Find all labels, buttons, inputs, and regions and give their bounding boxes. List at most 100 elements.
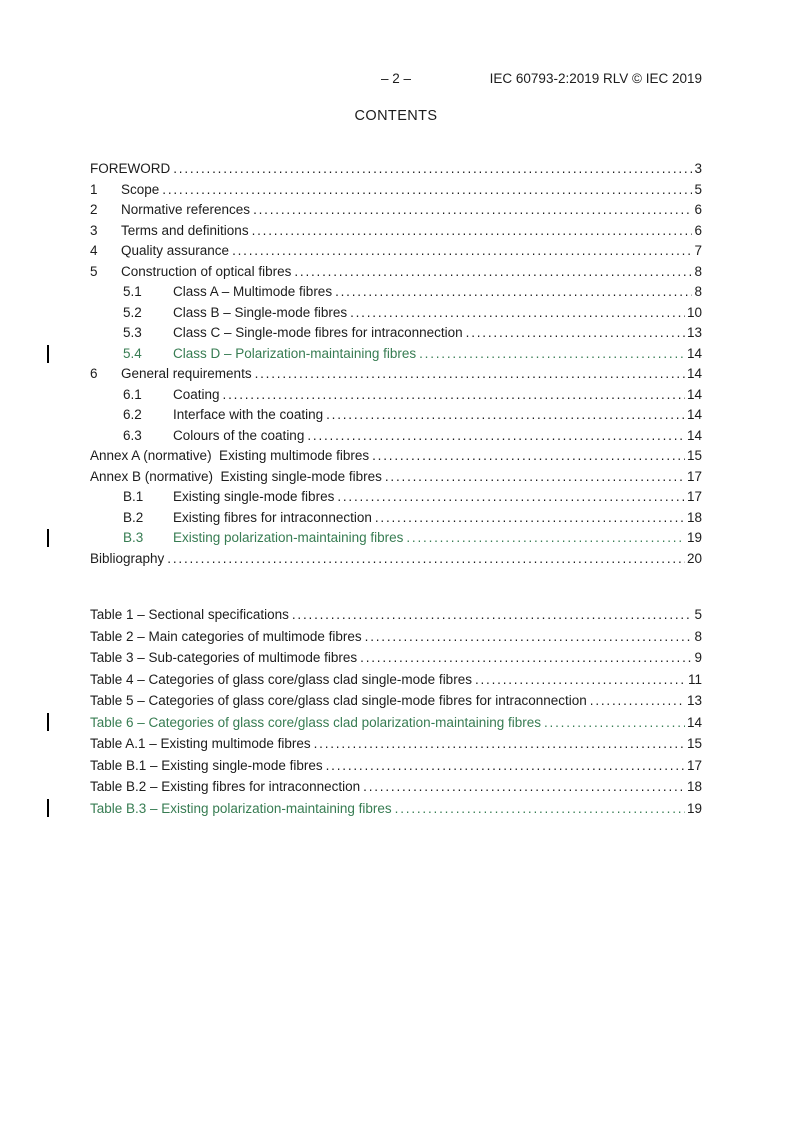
toc-entry-title: Annex B (normative) Existing single-mode…	[90, 468, 382, 484]
toc-entry: Annex B (normative) Existing single-mode…	[90, 467, 702, 488]
toc-entry: 6 General requirements 14	[90, 364, 702, 385]
toc-entry: 6.2 Interface with the coating 14	[90, 405, 702, 426]
toc-entry: B.2 Existing fibres for intraconnection …	[90, 508, 702, 529]
toc-entry: Table B.2 – Existing fibres for intracon…	[90, 776, 702, 798]
dot-leader	[350, 303, 685, 324]
toc-entry: Annex A (normative) Existing multimode f…	[90, 446, 702, 467]
toc-entry-title: Existing single-mode fibres	[173, 489, 335, 504]
toc-entry: Table A.1 – Existing multimode fibres 15	[90, 733, 702, 755]
toc-entry: 4 Quality assurance 7	[90, 241, 702, 262]
dot-leader	[314, 733, 685, 755]
toc-entry-page: 20	[686, 550, 702, 566]
toc-entry-page: 5	[694, 181, 702, 197]
toc-entry-title: FOREWORD	[90, 161, 171, 176]
toc-entry-page: 18	[686, 509, 702, 525]
toc-entry: Table 1 – Sectional specifications 5	[90, 604, 702, 626]
toc-entry: Table 3 – Sub-categories of multimode fi…	[90, 647, 702, 669]
dot-leader	[590, 690, 685, 712]
page-header: – 2 – IEC 60793-2:2019 RLV © IEC 2019	[90, 71, 702, 89]
toc-entry: Table B.1 – Existing single-mode fibres …	[90, 755, 702, 777]
toc-entry-title: Table 3 – Sub-categories of multimode fi…	[90, 650, 358, 665]
contents-heading: CONTENTS	[354, 108, 438, 124]
toc-entry: Table 6 – Categories of glass core/glass…	[47, 712, 702, 734]
toc-entry-page: 17	[686, 489, 702, 504]
toc-entry-number: 6.3	[123, 427, 142, 443]
toc-entry-page: 14	[686, 345, 702, 361]
toc-entry: 2 Normative references 6	[90, 200, 702, 221]
toc-table-list: Table 1 – Sectional specifications 5 Tab…	[47, 604, 702, 820]
toc-entry: 5.3 Class C – Single-mode fibres for int…	[90, 323, 702, 344]
toc-entry: B.1 Existing single-mode fibres 17	[90, 487, 702, 508]
toc-entry-page: 3	[694, 161, 702, 176]
toc-entry-title: Annex A (normative) Existing multimode f…	[90, 448, 370, 463]
dot-leader	[167, 549, 685, 570]
toc-entry-title: Bibliography	[90, 550, 165, 566]
toc-entry-page: 11	[687, 671, 702, 687]
toc-entry: Table B.3 – Existing polarization-mainta…	[47, 798, 702, 820]
toc-entry: B.3 Existing polarization-maintaining fi…	[47, 528, 702, 549]
toc-entry-page: 15	[686, 736, 702, 751]
change-bar	[47, 712, 49, 731]
toc-entry-number: 6.1	[123, 386, 142, 402]
toc-entry-page: 5	[694, 607, 702, 622]
dot-leader	[385, 467, 685, 488]
toc-entry-title: Interface with the coating	[173, 407, 324, 422]
toc-entry-title: Class A – Multimode fibres	[173, 284, 333, 299]
dot-leader	[419, 344, 685, 365]
toc-entry-title: Class D – Polarization-maintaining fibre…	[173, 345, 417, 361]
toc-entry-page: 6	[694, 202, 702, 217]
toc-entry-title: Colours of the coating	[173, 427, 305, 443]
document-reference: IEC 60793-2:2019 RLV © IEC 2019	[489, 71, 702, 86]
dot-leader	[475, 669, 686, 691]
toc-entry-number: 5.2	[123, 304, 142, 320]
dot-leader	[294, 262, 692, 283]
toc-entry: Bibliography 20	[90, 549, 702, 570]
toc-entry-title: Table 1 – Sectional specifications	[90, 607, 289, 622]
dot-leader	[326, 405, 685, 426]
toc-entry-page: 18	[686, 779, 702, 794]
dot-leader	[395, 798, 685, 820]
toc-entry-page: 9	[694, 650, 702, 665]
dot-leader	[223, 385, 685, 406]
toc-entry-title: Quality assurance	[121, 243, 230, 258]
toc-section-list: FOREWORD 3 1 Scope 5 2 Normative referen…	[47, 159, 702, 570]
toc-entry: FOREWORD 3	[90, 159, 702, 180]
dot-leader	[307, 426, 685, 447]
toc-entry: 3 Terms and definitions 6	[90, 221, 702, 242]
toc-entry-number: 5	[90, 263, 98, 279]
dot-leader	[326, 755, 685, 777]
toc-entry: 6.3 Colours of the coating 14	[90, 426, 702, 447]
dot-leader	[360, 647, 692, 669]
dot-leader	[544, 712, 685, 734]
toc-entry: Table 2 – Main categories of multimode f…	[90, 626, 702, 648]
toc-entry-page: 17	[686, 757, 702, 773]
toc-entry-title: Table B.1 – Existing single-mode fibres	[90, 757, 323, 773]
toc-entry-page: 19	[686, 530, 702, 545]
toc-entry-title: Class B – Single-mode fibres	[173, 304, 348, 320]
toc-entry-page: 8	[694, 628, 702, 644]
dot-leader	[365, 626, 693, 648]
toc-entry-page: 14	[686, 427, 702, 443]
toc-entry-page: 14	[686, 714, 702, 730]
toc-entry-number: B.3	[123, 530, 144, 545]
dot-leader	[253, 200, 692, 221]
toc-entry-title: Table 4 – Categories of glass core/glass…	[90, 671, 472, 687]
dot-leader	[162, 180, 692, 201]
dot-leader	[406, 528, 685, 549]
toc-entry-number: 5.3	[123, 325, 142, 340]
toc-entry-page: 8	[694, 263, 702, 279]
toc-entry-number: 4	[90, 243, 98, 258]
dot-leader	[252, 221, 693, 242]
change-bar	[47, 344, 49, 363]
toc-entry-title: Table B.2 – Existing fibres for intracon…	[90, 779, 361, 794]
toc-entry-number: B.1	[123, 489, 144, 504]
toc-entry-title: Table 6 – Categories of glass core/glass…	[90, 714, 541, 730]
toc-entry-number: 1	[90, 181, 98, 197]
toc-entry-page: 15	[686, 448, 702, 463]
toc-entry-title: Table 2 – Main categories of multimode f…	[90, 628, 362, 644]
toc-entry: 5.2 Class B – Single-mode fibres 10	[90, 303, 702, 324]
toc-entry-title: Existing fibres for intraconnection	[173, 509, 372, 525]
dot-leader	[335, 282, 692, 303]
toc-entry-title: Existing polarization-maintaining fibres	[173, 530, 404, 545]
toc-entry-number: 6.2	[123, 407, 142, 422]
